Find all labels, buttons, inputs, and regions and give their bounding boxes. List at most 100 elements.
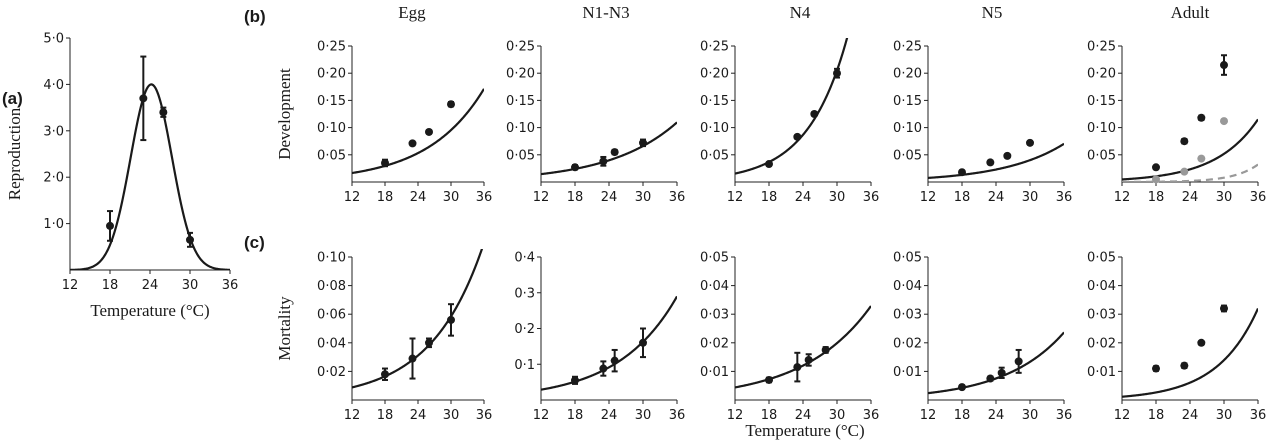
panel-b-n5: 12 18 24 30 36 0·05 0·10 0·15 0·20 0·25 [893, 40, 1072, 206]
y-tick-label: 0·1 [514, 358, 535, 373]
data-point [139, 94, 147, 102]
data-point [106, 222, 114, 230]
x-tick-label: 24 [988, 190, 1005, 205]
y-tick-label: 0·05 [317, 148, 346, 163]
data-point [409, 355, 417, 363]
y-tick-label: 0·25 [317, 40, 346, 55]
x-tick-label: 12 [533, 190, 550, 205]
fit-curve [1122, 119, 1258, 179]
x-tick-label: 18 [761, 408, 778, 423]
y-axis-label: Development [275, 68, 294, 160]
secondary-data-point [1180, 168, 1188, 176]
y-tick-label: 0·05 [506, 148, 535, 163]
y-tick-label: 0·4 [514, 251, 535, 266]
data-point [611, 148, 619, 156]
x-tick-label: 12 [727, 190, 744, 205]
x-tick-label: 18 [567, 190, 584, 205]
y-tick-label: 0·02 [893, 336, 922, 351]
x-tick-label: 30 [635, 408, 652, 423]
y-tick-label: 1·0 [43, 217, 64, 232]
data-point [1152, 365, 1160, 373]
panel-c-n4: 12 18 24 30 36 0·01 0·02 0·03 0·04 0·05 [700, 251, 879, 424]
x-tick-label: 30 [1022, 190, 1039, 205]
data-point [1152, 163, 1160, 171]
secondary-fit-curve [1122, 164, 1258, 181]
panel-c-egg: 12 18 24 30 36 0·02 0·04 0·06 0·08 0·10 Mortality [275, 243, 492, 423]
fit-curve [352, 89, 484, 173]
y-tick-label: 0·04 [700, 279, 729, 294]
data-point [599, 157, 607, 165]
data-point [1015, 357, 1023, 365]
fit-curve [735, 306, 871, 387]
data-point [810, 110, 818, 118]
x-tick-label: 12 [920, 190, 937, 205]
y-tick-label: 0·10 [893, 121, 922, 136]
data-point [958, 168, 966, 176]
data-point [571, 163, 579, 171]
data-point [765, 376, 773, 384]
y-tick-label: 0·25 [700, 40, 729, 55]
fit-curve [928, 144, 1064, 178]
y-tick-label: 0·10 [506, 121, 535, 136]
x-tick-label: 12 [1114, 408, 1131, 423]
y-tick-label: 0·20 [506, 67, 535, 82]
data-point [1220, 304, 1228, 312]
data-point [611, 357, 619, 365]
x-tick-label: 36 [1250, 408, 1267, 423]
y-tick-label: 4·0 [43, 78, 64, 93]
y-tick-label: 0·3 [514, 286, 535, 301]
x-tick-label: 36 [1250, 190, 1267, 205]
y-tick-label: 0·10 [700, 121, 729, 136]
y-tick-label: 0·05 [1087, 251, 1116, 266]
x-tick-label: 18 [102, 278, 119, 293]
shared-x-axis-label: Temperature (°C) [745, 421, 864, 440]
data-point [1220, 61, 1228, 69]
y-axis-label: Reproduction [5, 107, 24, 200]
y-tick-label: 0·15 [700, 94, 729, 109]
x-tick-label: 18 [1148, 408, 1165, 423]
x-tick-label: 24 [410, 190, 427, 205]
panel-a: 12 18 24 30 36 1·0 2·0 3·0 4·0 5·0 Reproduction Tem… [5, 32, 238, 321]
y-tick-label: 0·05 [893, 251, 922, 266]
y-tick-label: 0·05 [700, 251, 729, 266]
data-point [425, 128, 433, 136]
x-tick-label: 24 [1182, 190, 1199, 205]
data-point [381, 370, 389, 378]
x-tick-label: 12 [1114, 190, 1131, 205]
data-point [1197, 339, 1205, 347]
x-tick-label: 36 [476, 190, 493, 205]
data-point [571, 376, 579, 384]
x-tick-label: 36 [669, 190, 686, 205]
y-tick-label: 0·06 [317, 308, 346, 323]
x-tick-label: 12 [920, 408, 937, 423]
y-tick-label: 0·03 [1087, 308, 1116, 323]
y-tick-label: 0·04 [317, 336, 346, 351]
fit-curve [541, 296, 677, 389]
data-point [958, 383, 966, 391]
fit-curve [928, 332, 1064, 393]
fit-curve [70, 84, 230, 270]
panel-b-n4: 12 18 24 30 36 0·05 0·10 0·15 0·20 0·25 [700, 0, 879, 205]
y-tick-label: 0·20 [1087, 67, 1116, 82]
panel-b-egg: 12 18 24 30 36 0·05 0·10 0·15 0·20 0·25 Developmen… [275, 40, 492, 206]
y-tick-label: 0·15 [1087, 94, 1116, 109]
data-point [1180, 137, 1188, 145]
x-tick-label: 36 [476, 408, 493, 423]
y-tick-label: 0·04 [1087, 279, 1116, 294]
data-point [639, 339, 647, 347]
y-tick-label: 5·0 [43, 32, 64, 47]
x-tick-label: 36 [863, 408, 880, 423]
column-title-n4: N4 [790, 3, 811, 22]
x-tick-label: 18 [377, 190, 394, 205]
column-title-n5: N5 [982, 3, 1003, 22]
data-point [1003, 152, 1011, 160]
y-tick-label: 0·2 [514, 322, 535, 337]
y-tick-label: 0·25 [893, 40, 922, 55]
fit-curve [1122, 308, 1258, 396]
y-tick-label: 0·15 [893, 94, 922, 109]
y-tick-label: 0·03 [893, 308, 922, 323]
y-tick-label: 0·15 [506, 94, 535, 109]
panel-c-adult: 12 18 24 30 36 0·01 0·02 0·03 0·04 0·05 [1087, 251, 1266, 424]
data-point [833, 69, 841, 77]
y-tick-label: 0·03 [700, 308, 729, 323]
